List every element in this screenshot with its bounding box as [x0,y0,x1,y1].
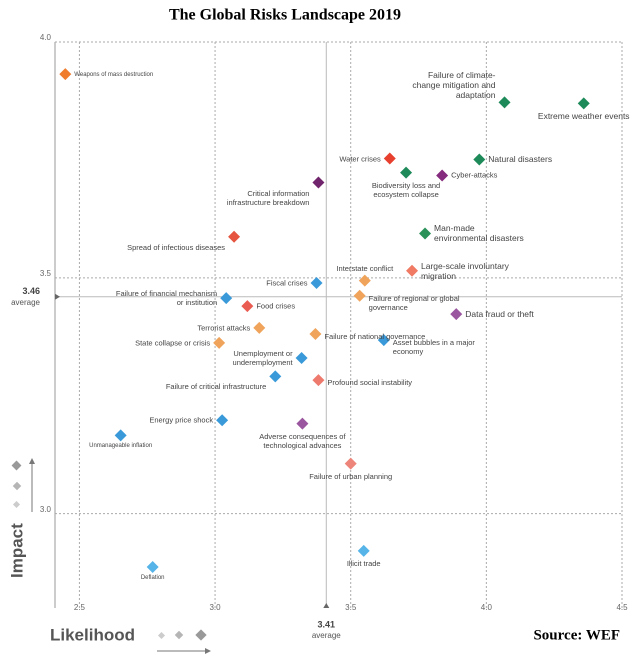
risk-point [406,264,419,277]
x-tick-label: 2.5 [74,603,86,612]
risk-label: Spread of infectious diseases [127,242,226,252]
risk-label: State collapse or crisis [135,338,211,348]
risk-label: Failure of urban planning [309,471,393,481]
risk-label: Failure of regional or global governance [368,293,460,312]
risk-point [216,414,229,427]
average-label: average [312,631,341,640]
risk-label: Man-made environmental disasters [434,223,524,244]
risk-point [353,289,366,302]
risk-label: Illicit trade [346,558,381,568]
y-tick-label: 4.0 [40,33,52,42]
risk-point [309,327,322,340]
risk-point [358,274,371,287]
risk-point [400,166,413,179]
risk-label: Biodiversity loss and ecosystem collapse [371,180,441,199]
source: Source: WEF [533,627,620,643]
risk-label: Food crises [256,301,296,311]
risk-point [577,97,590,110]
risk-point [228,230,241,243]
risk-point [295,352,308,365]
risk-point [498,96,511,109]
risk-label: Interstate conflict [336,263,394,273]
average-value: 3.41 [318,619,336,629]
chart-title: The Global Risks Landscape 2019 [169,7,401,24]
y-tick-label: 3.5 [40,269,52,278]
risk-label: Profound social instability [327,378,413,388]
risk-label: Deflation [140,574,165,581]
impact-key [11,458,35,512]
risk-label: Failure of financial mechanism or instit… [115,289,218,308]
risk-point [436,169,449,182]
risk-label: Adverse consequences of technological ad… [259,431,346,450]
risk-label: Large-scale involuntary migration [421,260,509,281]
risk-point [312,374,325,387]
x-axis-label: Likelihood [50,625,135,644]
risk-label: Fiscal crises [266,278,308,288]
risk-label: Failure of climate-change mitigation and… [412,70,496,101]
average-label: average [11,298,40,307]
y-tick-label: 3.0 [40,505,52,514]
risk-label: Natural disasters [488,154,553,165]
risk-label: Failure of critical infrastructure [165,382,267,392]
risk-label: Failure of national governance [324,331,426,341]
risk-label: Critical information infrastructure brea… [226,188,310,207]
average-marker [55,293,60,300]
risk-point [377,334,390,347]
risk-point [269,370,282,383]
x-tick-label: 3.0 [209,603,221,612]
risk-point [450,308,463,321]
risk-label: Unmanageable inflation [89,443,153,450]
y-axis-label: Impact [7,523,26,578]
risk-point [220,292,233,305]
risk-point [344,457,357,470]
risk-point [241,300,254,313]
risk-label: Water crises [339,154,381,163]
risk-point [253,321,266,334]
risk-label: Energy price shock [149,415,214,425]
risk-point [114,429,127,442]
risk-label: Terrorist attacks [197,323,251,333]
average-marker [323,603,330,608]
risk-point [473,153,486,166]
risk-point [310,277,323,290]
risk-label: Extreme weather events [537,111,630,122]
risk-label: Asset bubbles in a major economy [392,338,475,357]
risk-point [312,176,325,189]
likelihood-key [157,629,211,654]
risk-point [357,544,370,557]
x-tick-label: 4.5 [616,603,628,612]
risk-label: Data fraud or theft [465,309,534,320]
risk-point [419,227,432,240]
risk-point [59,68,72,81]
risk-point [146,560,159,573]
risk-label: Weapons of mass destruction [74,72,154,79]
x-tick-label: 3.5 [345,603,357,612]
risk-point [213,336,226,349]
average-value: 3.46 [22,286,40,296]
risk-point [296,417,309,430]
risk-label: Cyber-attacks [451,170,498,180]
risk-point [383,152,396,165]
x-tick-label: 4.0 [481,603,493,612]
risk-label: Unemployment or underemployment [232,349,293,368]
